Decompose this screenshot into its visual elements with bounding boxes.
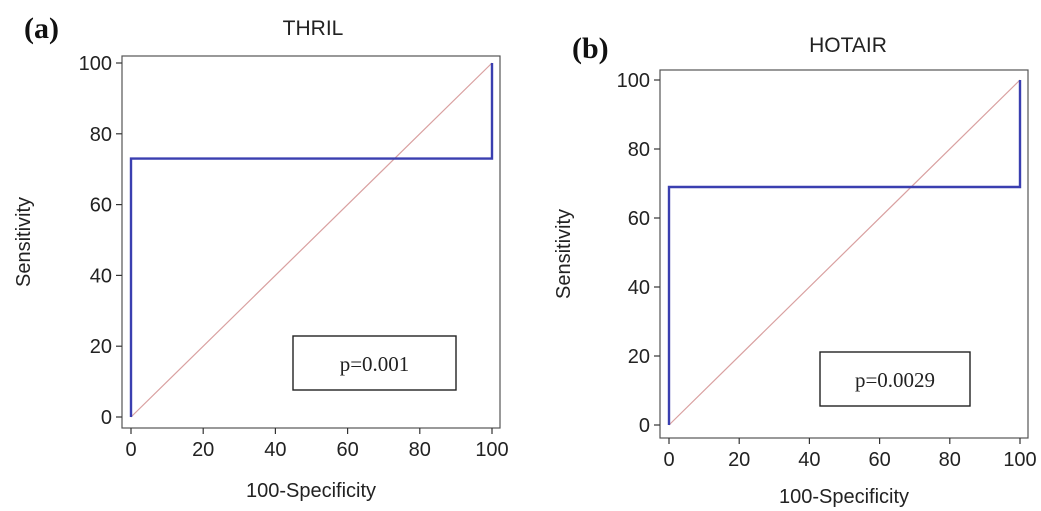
x-tick-label: 20 <box>192 439 214 461</box>
x-tick-label: 80 <box>939 449 961 471</box>
x-axis-label: 100-Specificity <box>246 480 376 502</box>
y-tick-label: 40 <box>90 265 112 287</box>
roc-curve <box>129 63 494 417</box>
p-value-label: p=0.001 <box>340 352 410 376</box>
roc-curve <box>667 80 1022 425</box>
chart-panel-b: (b) HOTAIR 0 20 40 60 80 100 0 20 40 60 80 100 100-Spe… <box>553 32 1037 508</box>
chart-panel-a: (a) THRIL 0 20 40 60 80 100 0 20 40 60 80 100 100-Spec… <box>13 12 509 502</box>
p-value-box <box>292 335 457 391</box>
y-tick-label: 100 <box>79 53 112 75</box>
p-value-label: p=0.0029 <box>855 368 935 392</box>
x-axis-label: 100-Specificity <box>779 486 909 508</box>
x-tick-label: 40 <box>798 449 820 471</box>
y-tick-label: 0 <box>101 407 112 429</box>
reference-diagonal <box>668 79 1021 426</box>
x-tick-label: 60 <box>336 439 358 461</box>
x-tick-label: 100 <box>1003 449 1036 471</box>
x-tick-label: 20 <box>728 449 750 471</box>
y-tick-label: 0 <box>639 415 650 437</box>
x-tick-label: 0 <box>125 439 136 461</box>
x-tick-label: 40 <box>264 439 286 461</box>
plot-frame <box>659 69 1029 439</box>
y-tick-label: 20 <box>628 346 650 368</box>
x-tick-label: 80 <box>409 439 431 461</box>
y-axis-label: Sensitivity <box>13 197 35 287</box>
x-tick-label: 0 <box>663 449 674 471</box>
y-tick-label: 60 <box>90 195 112 217</box>
plot-frame <box>121 55 501 429</box>
y-tick-label: 40 <box>628 277 650 299</box>
x-tick-label: 60 <box>868 449 890 471</box>
panel-label: (a) <box>24 12 59 45</box>
x-tick-label: 100 <box>475 439 508 461</box>
panel-label: (b) <box>572 32 609 65</box>
p-value-box <box>819 351 971 407</box>
y-axis-label: Sensitivity <box>553 209 575 299</box>
y-tick-label: 20 <box>90 336 112 358</box>
chart-title: HOTAIR <box>809 34 887 57</box>
chart-title: THRIL <box>283 17 344 40</box>
y-tick-label: 60 <box>628 208 650 230</box>
y-tick-label: 100 <box>617 70 650 92</box>
y-tick-label: 80 <box>90 124 112 146</box>
y-tick-label: 80 <box>628 139 650 161</box>
reference-diagonal <box>130 62 493 418</box>
